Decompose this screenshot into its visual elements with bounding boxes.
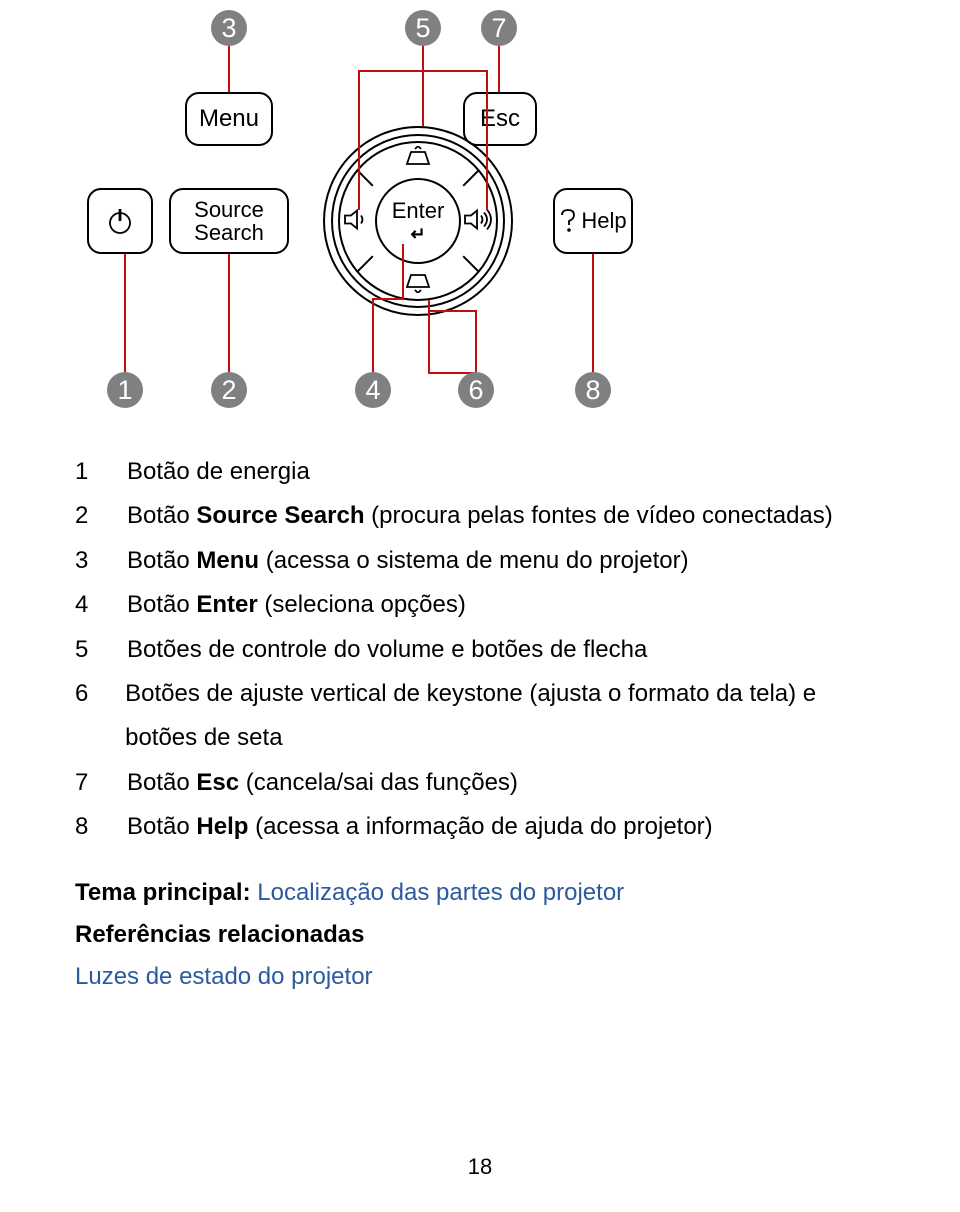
help-icon	[559, 208, 577, 234]
list-item: 4 Botão Enter (seleciona opções)	[75, 583, 890, 627]
list-num: 6	[75, 672, 91, 761]
callout-5: 5	[405, 10, 441, 46]
list-num: 7	[75, 761, 93, 805]
callout-1: 1	[107, 372, 143, 408]
navigation-dial: Enter ↵	[323, 126, 513, 316]
tema-label: Tema principal:	[75, 879, 257, 906]
list-num: 8	[75, 805, 93, 849]
leader-line	[228, 46, 230, 92]
leader-line	[372, 298, 402, 300]
keystone-down-button[interactable]	[401, 273, 435, 296]
callout-7: 7	[481, 10, 517, 46]
leader-line	[486, 70, 488, 210]
callout-list: 1 Botão de energia 2 Botão Source Search…	[75, 450, 890, 850]
source-label-1: Source	[194, 198, 264, 221]
reference-link[interactable]: Luzes de estado do projetor	[75, 956, 960, 998]
leader-line	[498, 46, 500, 92]
source-label-2: Search	[194, 221, 264, 244]
list-item: 8 Botão Help (acessa a informação de aju…	[75, 805, 890, 849]
leader-line	[428, 310, 475, 312]
menu-button[interactable]: Menu	[185, 92, 273, 146]
control-panel-diagram: 3 5 7 Menu Esc Source Search Help	[75, 10, 715, 410]
leader-line	[475, 310, 477, 372]
leader-line	[358, 70, 486, 72]
list-text: Botões de controle do volume e botões de…	[127, 628, 647, 672]
list-num: 1	[75, 450, 93, 494]
leader-line	[358, 70, 360, 210]
help-button[interactable]: Help	[553, 188, 633, 254]
callout-8: 8	[575, 372, 611, 408]
esc-button[interactable]: Esc	[463, 92, 537, 146]
list-text: Botões de ajuste vertical de keystone (a…	[125, 672, 890, 761]
list-item: 2 Botão Source Search (procura pelas fon…	[75, 494, 890, 538]
power-icon	[104, 205, 136, 237]
list-num: 4	[75, 583, 93, 627]
list-num: 3	[75, 539, 93, 583]
related-links: Tema principal: Localização das partes d…	[75, 872, 960, 998]
source-search-button[interactable]: Source Search	[169, 188, 289, 254]
callout-6: 6	[458, 372, 494, 408]
list-item: 1 Botão de energia	[75, 450, 890, 494]
callout-3: 3	[211, 10, 247, 46]
leader-line	[228, 254, 230, 372]
leader-line	[402, 244, 404, 300]
list-item: 5 Botões de controle do volume e botões …	[75, 628, 890, 672]
keystone-up-button[interactable]	[401, 146, 435, 169]
list-text: Botão Esc (cancela/sai das funções)	[127, 761, 518, 805]
list-num: 5	[75, 628, 93, 672]
list-text: Botão de energia	[127, 450, 310, 494]
list-item: 6 Botões de ajuste vertical de keystone …	[75, 672, 890, 761]
list-text: Botão Help (acessa a informação de ajuda…	[127, 805, 713, 849]
enter-button[interactable]: Enter ↵	[375, 178, 461, 264]
callout-2: 2	[211, 372, 247, 408]
volume-down-button[interactable]	[343, 208, 369, 235]
leader-line	[592, 254, 594, 372]
tema-link[interactable]: Localização das partes do projetor	[257, 879, 624, 906]
callout-4: 4	[355, 372, 391, 408]
page-number: 18	[0, 1154, 960, 1180]
leader-line	[422, 46, 424, 126]
references-heading: Referências relacionadas	[75, 914, 960, 956]
enter-label: Enter	[392, 198, 445, 224]
list-text: Botão Enter (seleciona opções)	[127, 583, 466, 627]
power-button[interactable]	[87, 188, 153, 254]
list-text: Botão Source Search (procura pelas fonte…	[127, 494, 833, 538]
list-text: Botão Menu (acessa o sistema de menu do …	[127, 539, 689, 583]
menu-label: Menu	[199, 106, 259, 131]
list-item: 7 Botão Esc (cancela/sai das funções)	[75, 761, 890, 805]
help-label: Help	[581, 209, 626, 232]
list-item: 3 Botão Menu (acessa o sistema de menu d…	[75, 539, 890, 583]
list-num: 2	[75, 494, 93, 538]
leader-line	[124, 254, 126, 372]
enter-arrow-icon: ↵	[410, 224, 425, 245]
leader-line	[372, 298, 374, 372]
volume-up-button[interactable]	[463, 208, 493, 235]
